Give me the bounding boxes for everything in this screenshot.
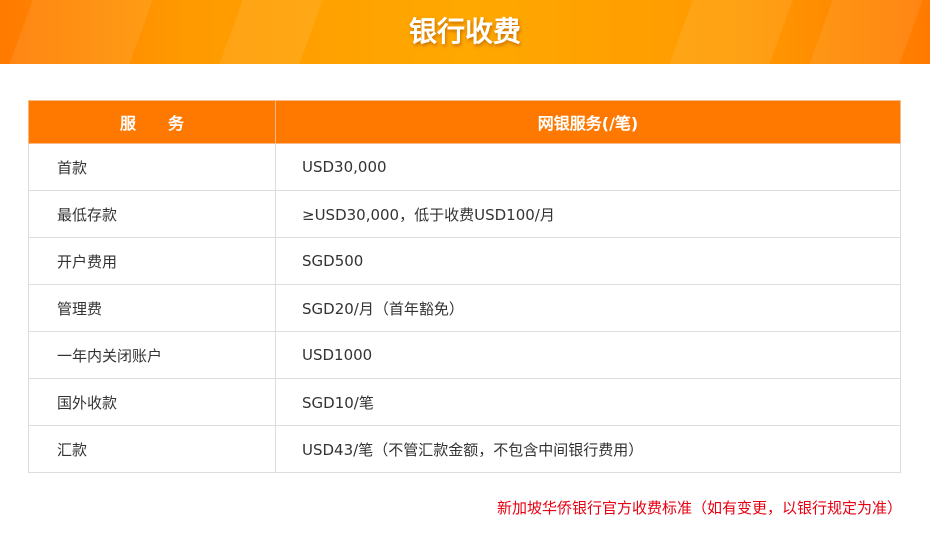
table-row: 首款 USD30,000 xyxy=(28,143,901,191)
service-name: 汇款 xyxy=(28,425,276,473)
table-row: 国外收款 SGD10/笔 xyxy=(28,378,901,426)
fee-value: SGD20/月（首年豁免） xyxy=(275,284,901,332)
service-name: 首款 xyxy=(28,143,276,191)
page-title: 银行收费 xyxy=(408,15,521,48)
table-row: 管理费 SGD20/月（首年豁免） xyxy=(28,284,901,332)
table-row: 汇款 USD43/笔（不管汇款金额，不包含中间银行费用） xyxy=(28,425,901,473)
footnote: 新加坡华侨银行官方收费标准（如有变更，以银行规定为准） xyxy=(496,499,902,517)
table-row: 开户费用 SGD500 xyxy=(28,237,901,285)
fee-value: SGD10/笔 xyxy=(275,378,901,426)
table-header-row: 服 务 网银服务(/笔) xyxy=(28,100,901,144)
fee-value: SGD500 xyxy=(275,237,901,285)
table-row: 最低存款 ≥USD30,000，低于收费USD100/月 xyxy=(28,190,901,238)
service-name: 一年内关闭账户 xyxy=(28,331,276,379)
fee-value: USD30,000 xyxy=(275,143,901,191)
service-name: 国外收款 xyxy=(28,378,276,426)
table-row: 一年内关闭账户 USD1000 xyxy=(28,331,901,379)
service-name: 开户费用 xyxy=(28,237,276,285)
fee-value: USD43/笔（不管汇款金额，不包含中间银行费用） xyxy=(275,425,901,473)
service-name: 管理费 xyxy=(28,284,276,332)
fee-value: ≥USD30,000，低于收费USD100/月 xyxy=(275,190,901,238)
header-online-banking: 网银服务(/笔) xyxy=(275,100,901,144)
fee-value: USD1000 xyxy=(275,331,901,379)
banner: 银行收费 xyxy=(0,0,930,64)
header-service: 服 务 xyxy=(28,100,276,144)
fee-table: 服 务 网银服务(/笔) 首款 USD30,000 最低存款 ≥USD30,000，低… xyxy=(28,100,901,473)
service-name: 最低存款 xyxy=(28,190,276,238)
